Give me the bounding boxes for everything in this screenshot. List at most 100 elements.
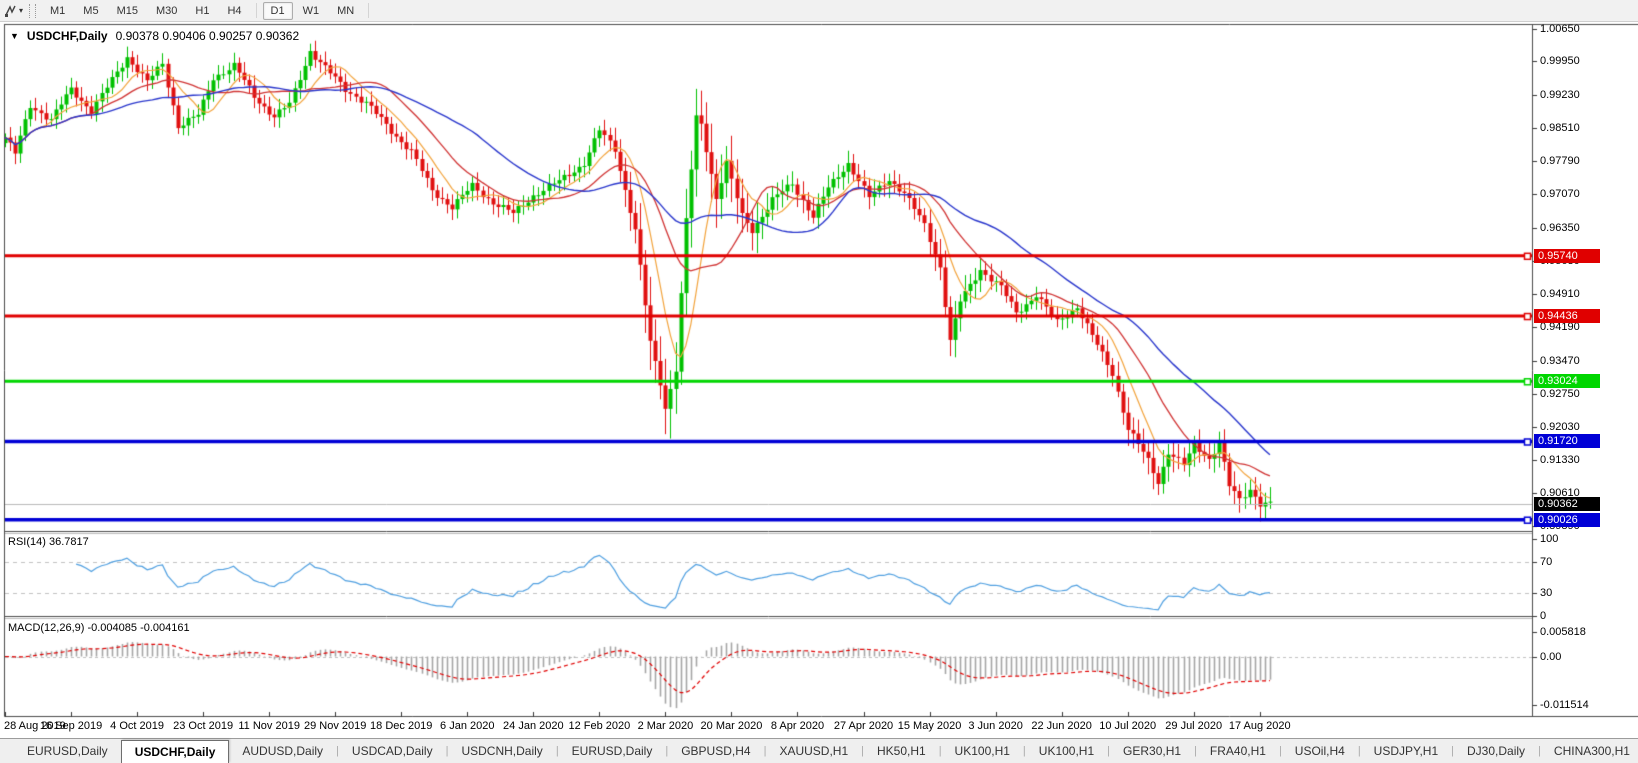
macd-axis-tick-label: 0.00 [1540,650,1562,663]
chart-tool-button[interactable]: ▾ [0,4,27,17]
chart-tab-fra40-h1[interactable]: FRA40,H1 [1209,744,1266,758]
price-axis-tick-label: 0.99230 [1540,88,1580,101]
price-axis-tick-label: 0.91330 [1540,453,1580,466]
price-axis-tick-label: 0.90610 [1540,486,1580,499]
date-axis-label: 29 Jul 2020 [1165,720,1223,732]
rsi-axis-tick-label: 70 [1540,556,1553,569]
rsi-indicator-label: RSI(14) 36.7817 [8,536,89,548]
date-axis-label: 20 Mar 2020 [700,720,763,732]
chart-tab-usoil-h4[interactable]: USOil,H4 [1294,744,1345,758]
chart-tab-eurusd-daily[interactable]: EURUSD,Daily [27,744,108,758]
chart-ohlc-values: 0.90378 0.90406 0.90257 0.90362 [115,29,300,43]
timeframe-button-h1[interactable]: H1 [195,4,210,17]
macd-indicator-label: MACD(12,26,9) -0.004085 -0.004161 [8,622,190,634]
price-axis-tick-label: 0.99950 [1540,55,1580,68]
chart-tab-eurusd-daily[interactable]: EURUSD,Daily [571,744,653,758]
chart-tab-uk100-h1[interactable]: UK100,H1 [1038,744,1095,758]
timeframe-button-d1[interactable]: D1 [262,1,293,20]
price-axis-tick-label: 0.93470 [1540,354,1580,367]
date-axis-label: 11 Nov 2019 [238,720,300,732]
tab-separator: | [555,745,559,757]
tab-separator: | [1278,745,1282,757]
crosshair-cursor-icon [5,5,16,17]
price-axis-tick-label: 0.97790 [1540,155,1580,168]
tab-separator: | [938,745,942,757]
chart-tab-xauusd-h1[interactable]: XAUUSD,H1 [779,744,849,758]
date-axis-label: 10 Jul 2020 [1099,720,1157,732]
chart-title: ▼ USDCHF,Daily 0.90378 0.90406 0.90257 0… [10,29,299,43]
timeframe-toolbar: ▾ M1 M5 M15 M30 H1 H4 D1 W1 MN [0,0,1638,22]
chart-tab-ger30-h1[interactable]: GER30,H1 [1123,744,1182,758]
timeframe-button-h4[interactable]: H4 [227,4,242,17]
toolbar-separator [368,3,370,18]
current-price-badge: 0.90362 [1534,497,1600,512]
toolbar-separator [255,3,257,18]
price-level-badge: 0.91720 [1534,434,1600,449]
rsi-axis-tick-label: 100 [1540,533,1559,545]
chart-tab-usdjpy-h1[interactable]: USDJPY,H1 [1373,744,1439,758]
chart-title-caret-icon[interactable]: ▼ [10,30,19,41]
timeframe-buttons: M1 M5 M15 M30 H1 H4 D1 W1 MN [41,1,363,20]
tab-separator: | [1107,745,1111,757]
chart-tab-china300-h1[interactable]: CHINA300,H1 [1553,744,1630,758]
rsi-axis-tick-label: 0 [1540,610,1547,622]
tab-separator: | [861,745,864,757]
tab-separator: | [1538,745,1541,757]
macd-axis-tick-label: -0.011514 [1540,699,1589,711]
timeframe-button-m30[interactable]: M30 [155,4,178,17]
chart-tab-usdchf-daily[interactable]: USDCHF,Daily [120,740,230,763]
chart-tab-gbpusd-h4[interactable]: GBPUSD,H4 [681,744,751,758]
date-axis-label: 6 Jan 2020 [440,720,495,732]
chart-tab-usdcad-daily[interactable]: USDCAD,Daily [351,744,433,758]
timeframe-button-m1[interactable]: M1 [50,4,66,17]
chart-tab-bar: EURUSD,Daily USDCHF,Daily AUDUSD,Daily | USD… [0,738,1638,763]
chart-tab-dj30-daily[interactable]: DJ30,Daily [1467,744,1526,758]
tab-separator: | [1451,745,1455,757]
price-axis-tick-label: 0.94190 [1540,321,1580,334]
date-axis-label: 24 Jan 2020 [503,720,564,732]
macd-axis-tick-label: 0.005818 [1540,626,1586,638]
chart-tab-audusd-daily[interactable]: AUDUSD,Daily [242,744,324,758]
date-axis-label: 12 Feb 2020 [568,720,631,732]
price-axis-tick-label: 0.98510 [1540,121,1580,134]
date-axis-label: 18 Dec 2019 [370,720,433,732]
price-level-badge: 0.95740 [1534,248,1600,263]
price-axis-tick-label: 0.96350 [1540,221,1580,234]
price-axis-tick-label: 0.92750 [1540,387,1580,400]
date-axis-label: 3 Jun 2020 [968,720,1023,732]
dropdown-caret-icon[interactable]: ▾ [19,6,24,15]
chart-tab-hk50-h1[interactable]: HK50,H1 [876,744,926,758]
date-axis-label: 28 Aug 2019 [4,720,66,732]
timeframe-button-m5[interactable]: M5 [83,4,99,17]
date-axis-label: 29 Nov 2019 [303,720,367,732]
date-axis-label: 15 May 2020 [897,720,962,732]
price-level-badge: 0.90026 [1534,512,1600,527]
tab-separator: | [763,745,767,757]
toolbar-drag-grip[interactable] [29,3,37,18]
date-axis-label: 27 Apr 2020 [833,720,894,732]
price-axis-tick-label: 1.00650 [1540,23,1580,36]
tab-separator: | [336,745,339,757]
date-axis-label: 16 Sep 2019 [39,720,103,732]
tab-separator: | [445,745,449,757]
rsi-axis-tick-label: 30 [1540,586,1553,599]
timeframe-button-w1[interactable]: W1 [302,4,320,17]
price-axis-tick-label: 0.94910 [1540,288,1580,301]
tab-separator: | [1194,745,1197,757]
date-axis-label: 17 Aug 2020 [1228,720,1291,732]
date-axis-label: 23 Oct 2019 [173,720,234,732]
tab-separator: | [1357,745,1361,757]
date-axis-label: 22 Jun 2020 [1031,720,1092,732]
timeframe-button-m15[interactable]: M15 [116,4,138,17]
date-axis-label: 8 Apr 2020 [770,720,825,732]
price-axis-tick-label: 0.97070 [1540,188,1580,201]
chart-symbol-label: USDCHF,Daily [26,29,108,43]
price-level-badge: 0.94436 [1534,309,1600,324]
price-level-badge: 0.93024 [1534,374,1600,389]
timeframe-button-mn[interactable]: MN [337,4,355,17]
chart-tab-uk100-h1[interactable]: UK100,H1 [954,744,1010,758]
chart-tab-usdcnh-daily[interactable]: USDCNH,Daily [461,744,543,758]
date-axis-label: 2 Mar 2020 [637,720,694,732]
